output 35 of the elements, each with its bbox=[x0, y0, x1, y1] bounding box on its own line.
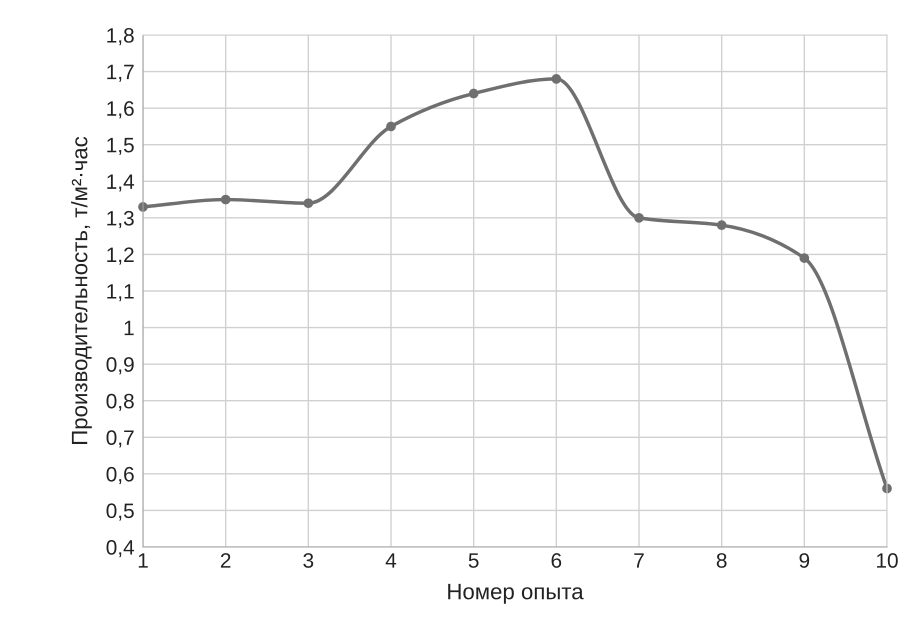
x-tick-label: 8 bbox=[716, 553, 727, 568]
point bbox=[386, 122, 396, 132]
point bbox=[716, 220, 727, 230]
x-tick-label: 5 bbox=[468, 553, 479, 568]
point bbox=[220, 194, 231, 204]
point bbox=[551, 74, 562, 84]
y-tick-label: 0,8 bbox=[106, 394, 134, 411]
point bbox=[303, 198, 314, 208]
x-tick-label: 7 bbox=[634, 553, 644, 568]
x-tick-label: 4 bbox=[386, 553, 396, 568]
y-tick-label: 0,9 bbox=[106, 357, 134, 374]
point bbox=[799, 253, 810, 263]
point bbox=[468, 88, 479, 98]
y-tick-label: 1 bbox=[124, 320, 134, 336]
point bbox=[634, 212, 644, 223]
x-tick-label: 1 bbox=[138, 553, 148, 568]
y-tick-label: 0,7 bbox=[106, 430, 134, 448]
y-tick-label: 1,1 bbox=[107, 284, 134, 302]
y-tick-label: 0,6 bbox=[106, 466, 134, 484]
y-tick-label: 1,7 bbox=[107, 64, 134, 82]
x-tick-label: 9 bbox=[800, 553, 810, 568]
x-axis-title: Номер опыта bbox=[448, 584, 584, 604]
x-tick-label: 3 bbox=[303, 553, 314, 568]
y-tick-label: 1,2 bbox=[107, 247, 134, 265]
y-tick-label: 1,5 bbox=[107, 138, 134, 155]
y-tick-label: 1,8 bbox=[107, 28, 134, 46]
x-tick-label: 6 bbox=[552, 553, 562, 568]
y-tick-label: 1,4 bbox=[107, 174, 134, 192]
y-tick-label: 0,5 bbox=[106, 503, 134, 521]
x-tick-label: 2 bbox=[220, 553, 230, 568]
y-tick-label: 0,4 bbox=[106, 540, 134, 558]
y-axis-title: Производительность, т/м²·час bbox=[71, 136, 92, 444]
y-tick-label: 1,3 bbox=[107, 210, 134, 228]
x-tick-label: 10 bbox=[877, 553, 898, 568]
y-tick-label: 1,6 bbox=[107, 101, 134, 118]
